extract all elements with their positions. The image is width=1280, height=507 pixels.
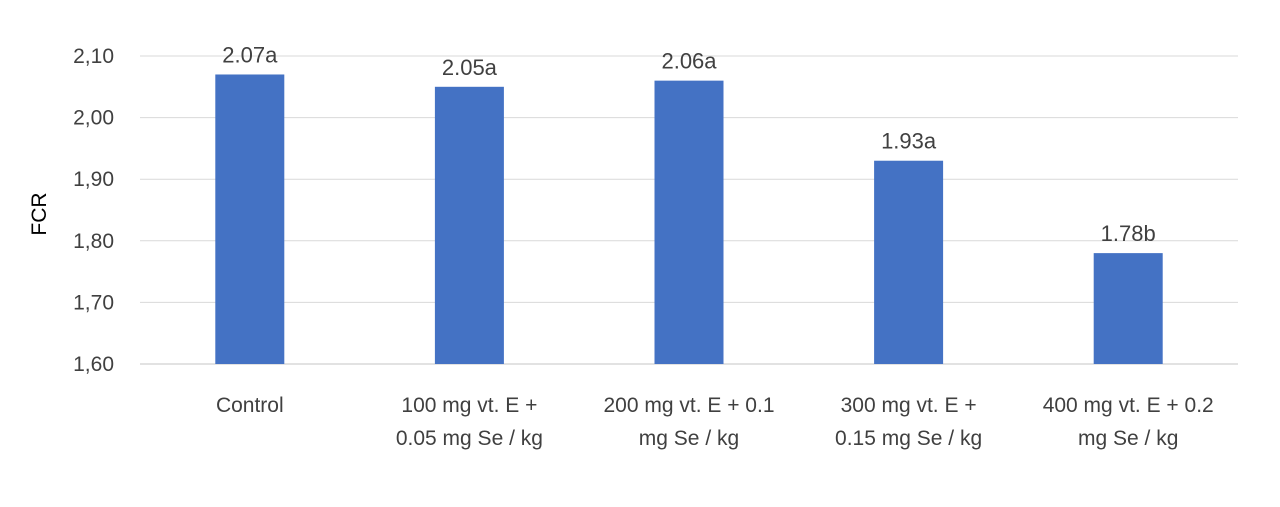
data-label: 2.07a	[222, 42, 278, 67]
category-label-line: 0.15 mg Se / kg	[835, 427, 982, 450]
category-label: 400 mg vt. E + 0.2 mg Se / kg	[1043, 394, 1214, 450]
category-label-line: 300 mg vt. E +	[841, 394, 977, 417]
y-axis-ticks: 1,60 1,70 1,80 1,90 2,00 2,10	[73, 45, 114, 376]
data-labels: 2.07a 2.05a 2.06a 1.93a 1.78b	[222, 42, 1155, 246]
y-tick-label: 1,80	[73, 230, 114, 253]
bar	[654, 80, 724, 364]
category-label: 200 mg vt. E + 0.1 mg Se / kg	[603, 394, 774, 450]
category-label-line: mg Se / kg	[1078, 427, 1178, 450]
bar	[434, 86, 504, 365]
y-tick-label: 1,60	[73, 353, 114, 376]
category-label-line: Control	[216, 394, 284, 417]
category-label: Control	[216, 394, 284, 417]
category-label-line: 0.05 mg Se / kg	[396, 427, 543, 450]
data-label: 1.78b	[1101, 221, 1156, 246]
y-tick-label: 1,90	[73, 168, 114, 191]
y-tick-label: 2,10	[73, 45, 114, 68]
data-label: 2.05a	[442, 55, 498, 80]
y-tick-label: 2,00	[73, 107, 114, 130]
bar	[1093, 253, 1163, 364]
bar	[874, 160, 944, 364]
y-tick-label: 1,70	[73, 291, 114, 314]
category-label-line: mg Se / kg	[639, 427, 739, 450]
data-label: 2.06a	[661, 49, 717, 74]
category-label-line: 200 mg vt. E + 0.1	[603, 394, 774, 417]
category-label: 300 mg vt. E + 0.15 mg Se / kg	[835, 394, 982, 450]
bars	[215, 74, 1163, 365]
bar	[215, 74, 285, 364]
category-label: 100 mg vt. E + 0.05 mg Se / kg	[396, 394, 543, 450]
y-axis-label: FCR	[28, 192, 51, 235]
data-label: 1.93a	[881, 129, 937, 154]
category-labels: Control 100 mg vt. E + 0.05 mg Se / kg 200 …	[216, 394, 1214, 450]
category-label-line: 400 mg vt. E + 0.2	[1043, 394, 1214, 417]
category-label-line: 100 mg vt. E +	[401, 394, 537, 417]
